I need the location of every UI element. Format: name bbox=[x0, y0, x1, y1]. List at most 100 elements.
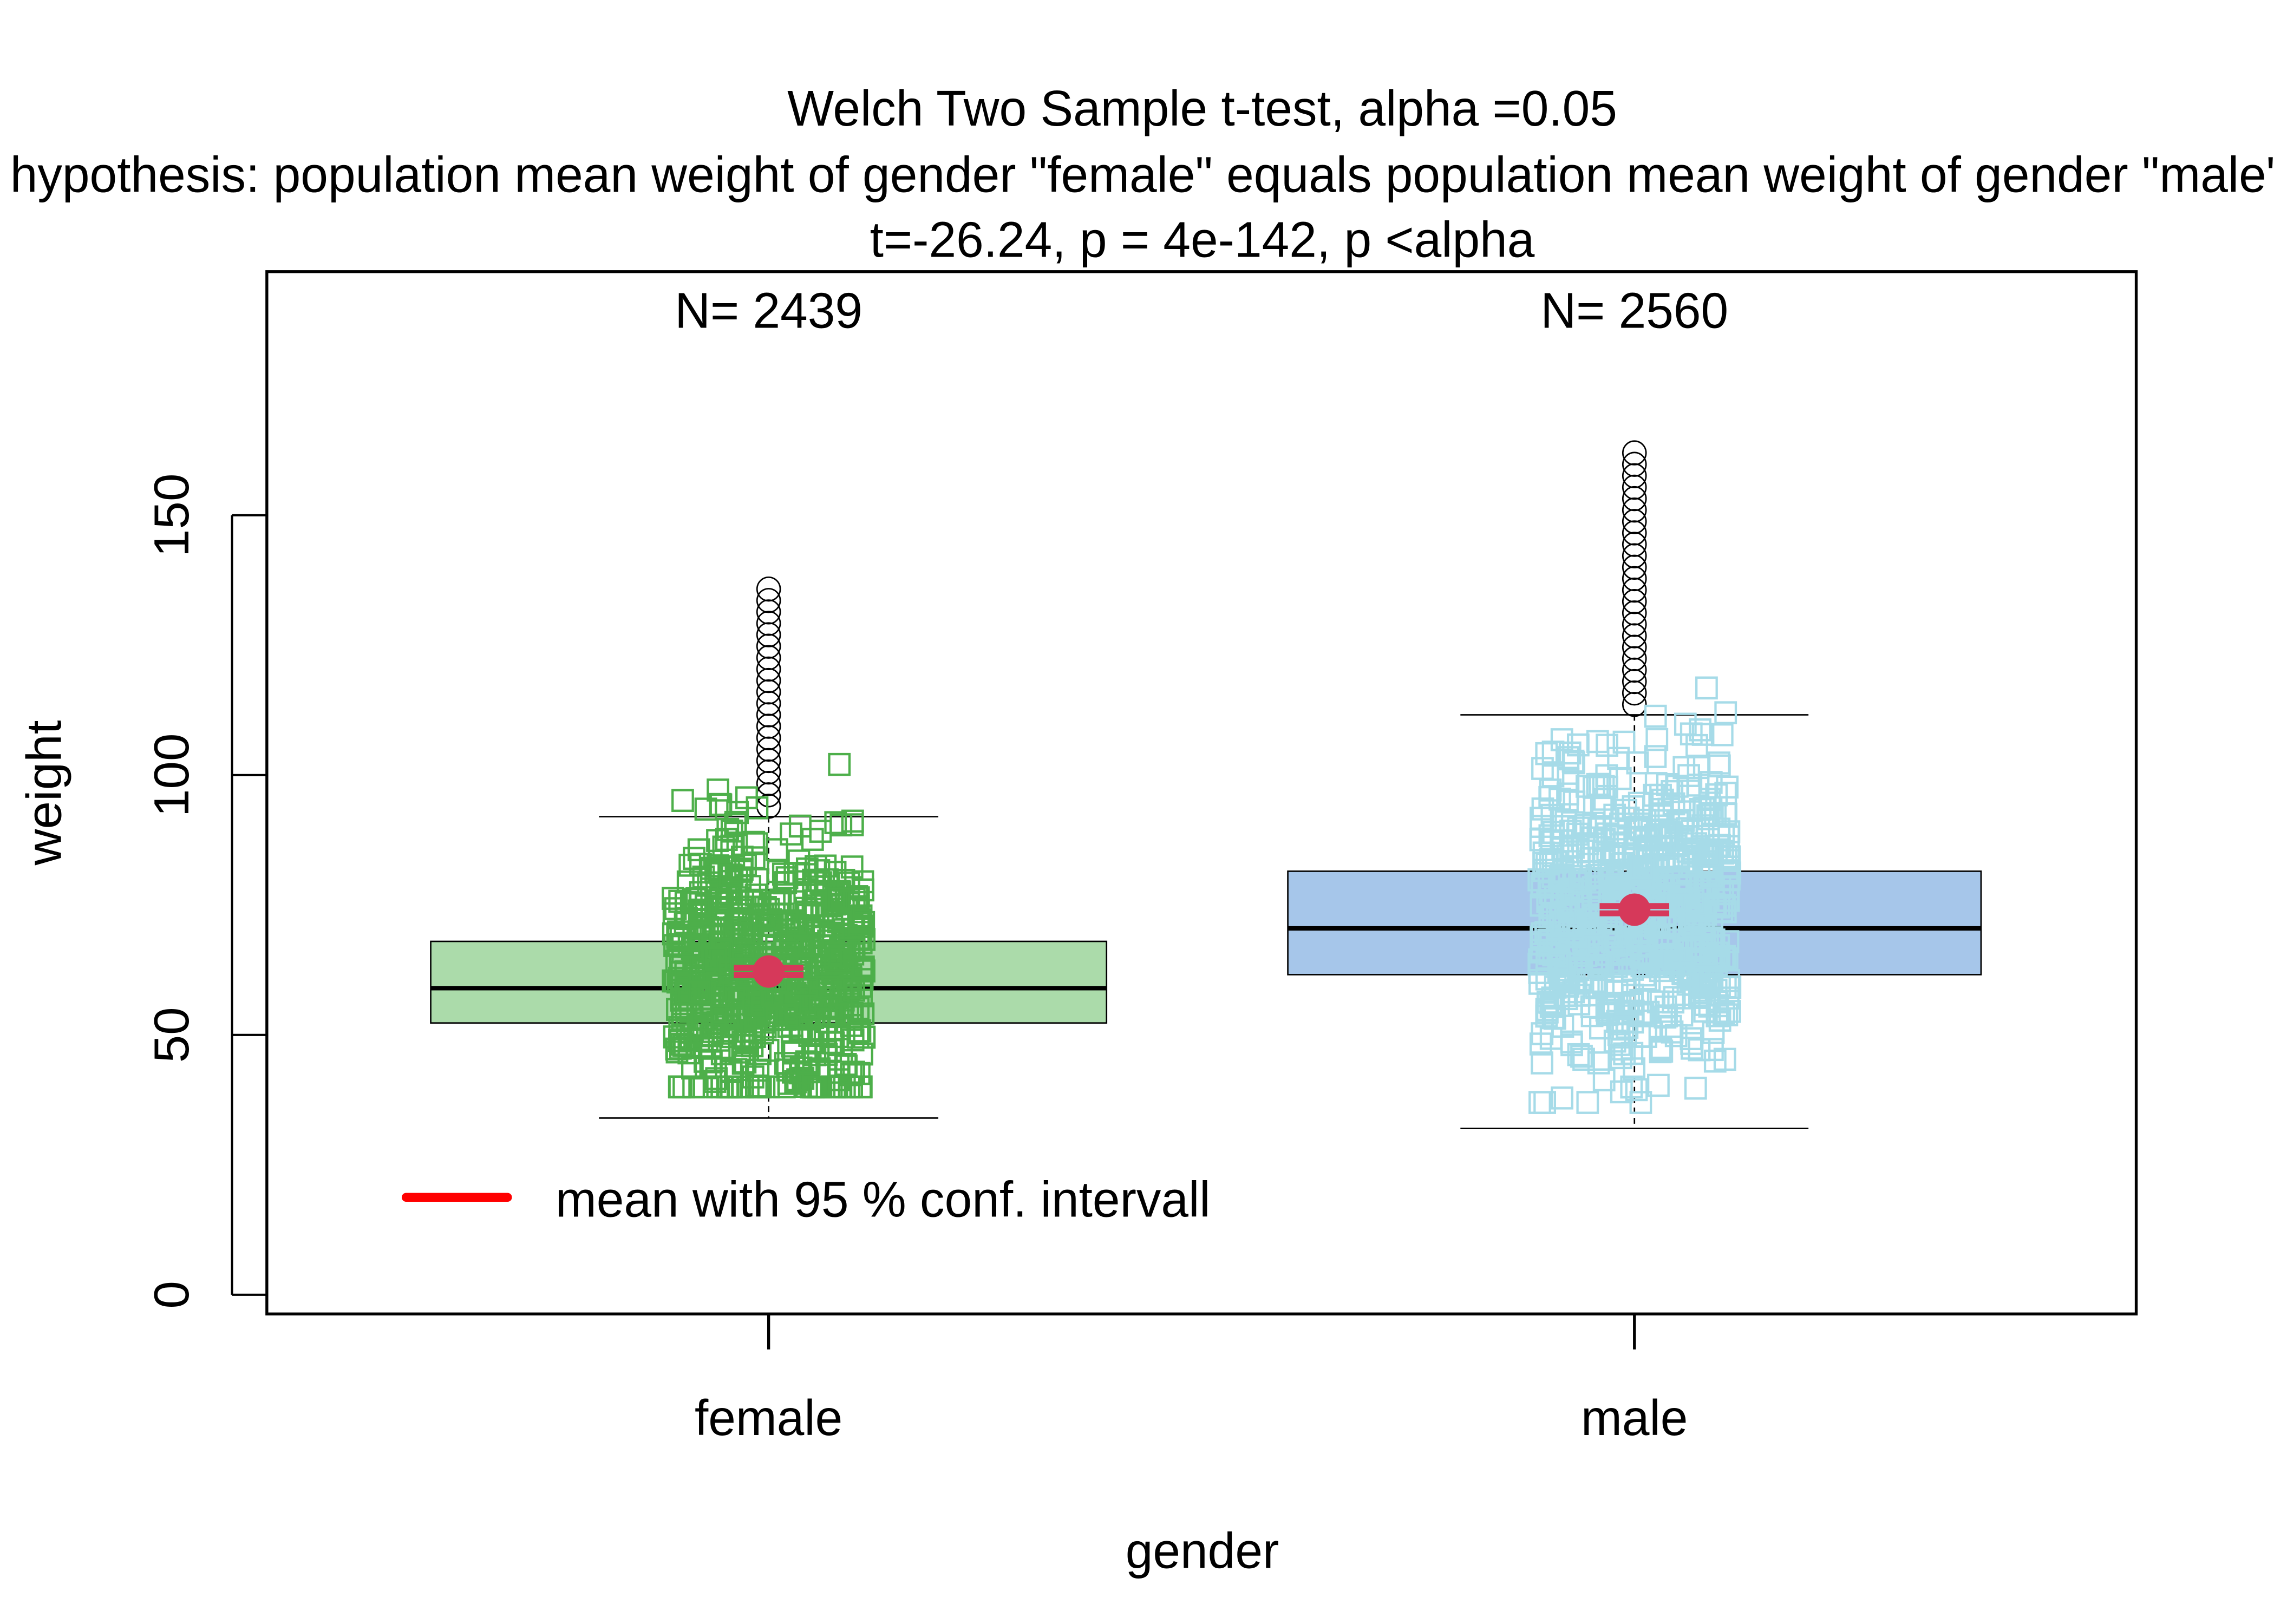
data-point bbox=[1649, 1040, 1672, 1064]
data-point bbox=[1694, 942, 1717, 966]
data-point bbox=[1588, 846, 1611, 870]
data-point bbox=[691, 1008, 714, 1031]
data-point bbox=[687, 1017, 710, 1040]
data-point bbox=[668, 966, 691, 990]
data-point bbox=[746, 868, 769, 892]
outlier-point bbox=[1622, 463, 1647, 489]
data-point bbox=[1548, 867, 1572, 890]
n-label-male: N= 2560 bbox=[1540, 283, 1728, 339]
outlier-point bbox=[1622, 451, 1647, 477]
data-point bbox=[1548, 950, 1571, 974]
data-point bbox=[1556, 789, 1579, 813]
data-point bbox=[1551, 1086, 1573, 1110]
data-point bbox=[733, 921, 756, 945]
data-point bbox=[709, 793, 733, 817]
group-female bbox=[430, 576, 1108, 1119]
outlier-point bbox=[1622, 657, 1647, 683]
data-point bbox=[1672, 756, 1696, 780]
y-tick-label: 50 bbox=[145, 1007, 199, 1063]
data-point bbox=[1654, 1005, 1677, 1029]
data-point bbox=[743, 1025, 766, 1048]
data-point bbox=[1710, 723, 1734, 746]
data-point bbox=[1716, 859, 1739, 882]
data-point bbox=[823, 1003, 846, 1027]
data-point bbox=[848, 1019, 872, 1043]
data-point bbox=[1657, 821, 1681, 844]
data-point bbox=[1635, 838, 1658, 861]
data-point bbox=[1672, 962, 1695, 986]
data-point bbox=[1625, 1078, 1648, 1102]
data-point bbox=[720, 819, 743, 843]
data-point bbox=[1691, 723, 1715, 746]
data-point bbox=[779, 992, 802, 1015]
outlier-point bbox=[1622, 440, 1647, 466]
data-point bbox=[840, 855, 864, 879]
data-point bbox=[808, 987, 832, 1010]
data-point bbox=[1574, 814, 1597, 837]
outlier-point bbox=[1622, 486, 1647, 512]
outlier-point bbox=[756, 622, 781, 647]
data-point bbox=[1695, 676, 1718, 700]
data-point bbox=[663, 934, 686, 957]
data-point bbox=[1548, 788, 1571, 811]
data-point bbox=[1605, 955, 1628, 978]
data-point bbox=[1566, 822, 1589, 846]
data-point bbox=[1540, 830, 1563, 854]
data-point bbox=[702, 973, 725, 996]
data-point bbox=[1705, 783, 1728, 807]
data-point bbox=[1670, 947, 1693, 970]
outlier-point bbox=[756, 645, 781, 671]
data-point bbox=[1644, 772, 1668, 795]
data-point bbox=[676, 870, 700, 894]
chart-subtitle: hypothesis: population mean weight of ge… bbox=[10, 147, 2274, 203]
data-point bbox=[1561, 880, 1585, 903]
data-point bbox=[669, 953, 692, 977]
data-point bbox=[1645, 728, 1669, 751]
data-point bbox=[780, 822, 802, 846]
data-point bbox=[794, 994, 816, 1018]
data-point bbox=[765, 1007, 788, 1031]
data-point bbox=[699, 1055, 722, 1078]
data-point bbox=[730, 860, 753, 883]
data-point bbox=[1698, 788, 1721, 811]
data-point bbox=[1680, 1037, 1703, 1060]
data-point bbox=[1677, 764, 1700, 787]
data-point bbox=[1566, 733, 1590, 757]
data-point bbox=[809, 820, 832, 843]
data-point bbox=[1629, 1091, 1652, 1114]
data-point bbox=[1602, 873, 1625, 897]
data-point bbox=[1535, 948, 1558, 972]
outlier-point bbox=[1622, 566, 1647, 592]
data-point bbox=[746, 832, 768, 855]
data-point bbox=[668, 1075, 691, 1099]
data-point bbox=[1715, 1003, 1739, 1026]
data-point bbox=[1592, 848, 1616, 872]
data-point bbox=[1643, 783, 1666, 807]
y-axis-label: weight bbox=[17, 721, 71, 866]
data-point bbox=[850, 904, 873, 928]
data-point bbox=[801, 828, 824, 851]
mean-point bbox=[753, 955, 785, 988]
outlier-point bbox=[756, 736, 781, 762]
outlier-point bbox=[1622, 588, 1647, 614]
data-point bbox=[829, 813, 853, 837]
data-point bbox=[786, 914, 809, 937]
data-point bbox=[756, 1038, 780, 1062]
data-point bbox=[1649, 798, 1672, 821]
data-point bbox=[828, 752, 851, 776]
data-point bbox=[687, 838, 710, 862]
data-point bbox=[1680, 819, 1703, 843]
data-point bbox=[809, 871, 832, 894]
data-point bbox=[849, 1075, 872, 1099]
data-point bbox=[820, 942, 843, 966]
data-point bbox=[832, 868, 855, 892]
data-point bbox=[1610, 1037, 1633, 1061]
outlier-point bbox=[756, 611, 781, 636]
data-point bbox=[1716, 888, 1739, 912]
outlier-point bbox=[1622, 532, 1647, 557]
data-point bbox=[731, 1051, 755, 1075]
data-point bbox=[798, 916, 821, 939]
data-point bbox=[847, 997, 870, 1020]
data-point bbox=[1682, 837, 1705, 861]
data-point bbox=[680, 903, 703, 926]
